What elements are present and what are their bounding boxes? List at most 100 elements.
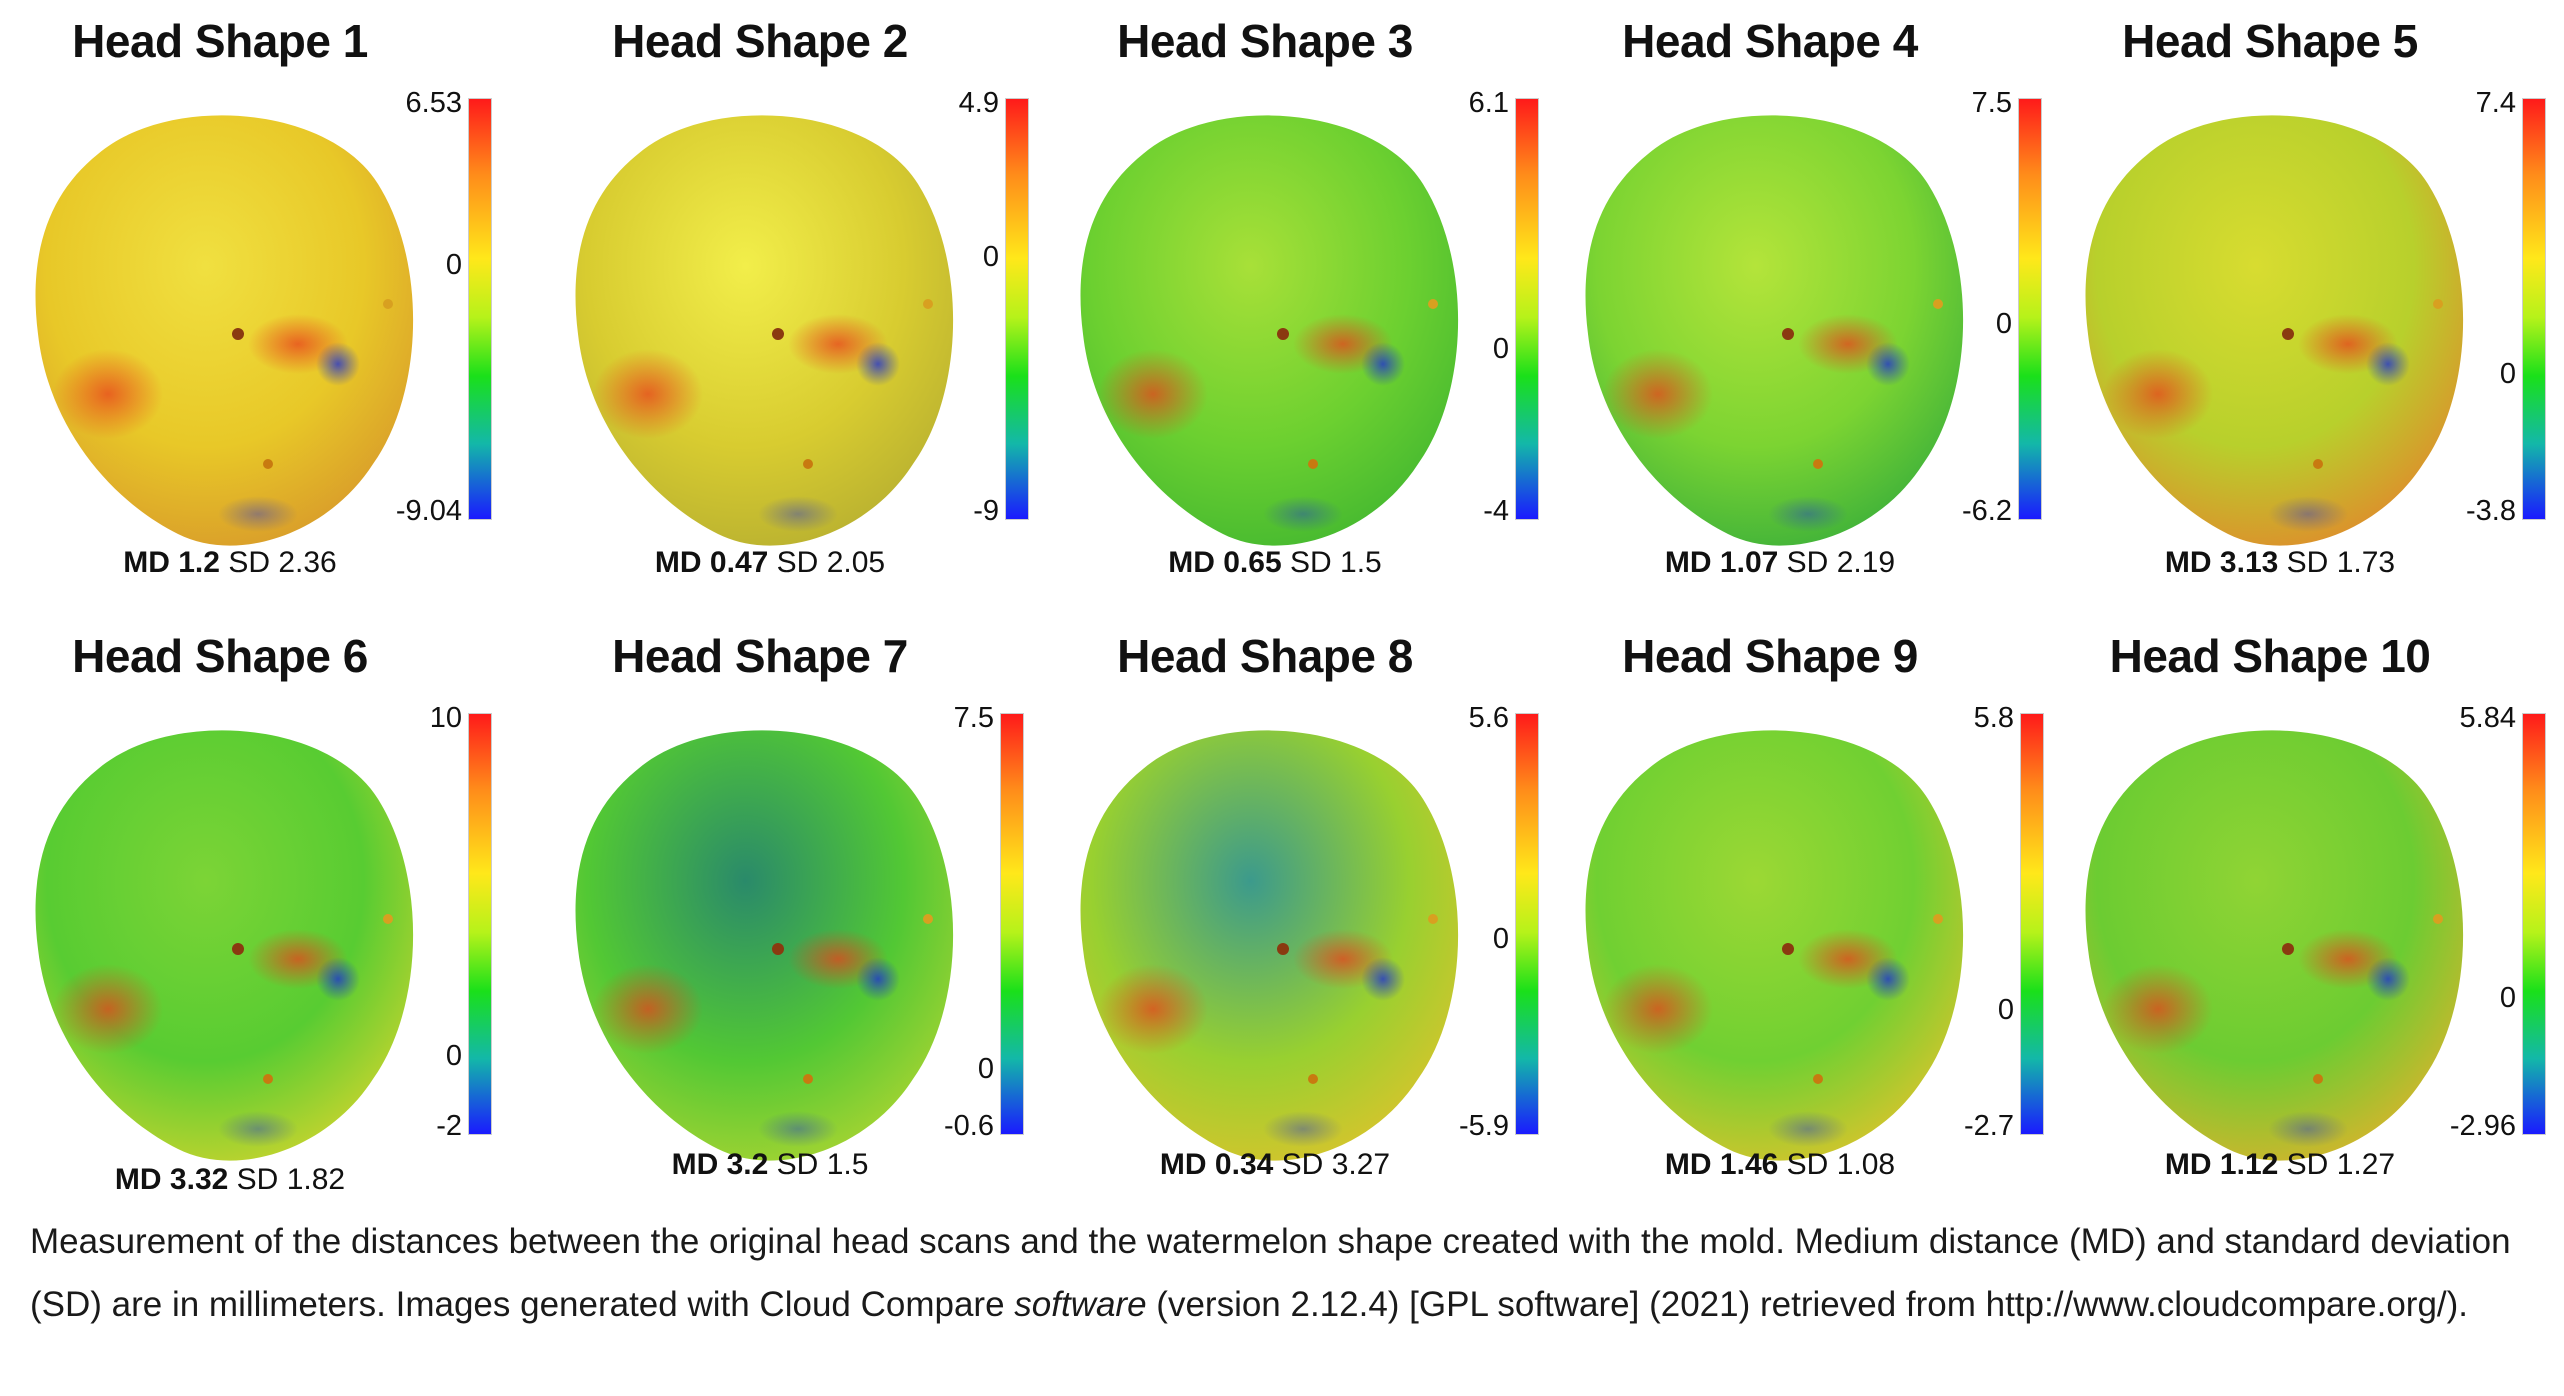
colorbar-zero-label: 0 xyxy=(2499,981,2516,1014)
colorbar-zero-label: 0 xyxy=(1997,994,2014,1027)
head-shape-panel: Head Shape 9 5.8 0 -2.7 MD 1.46 SD 1.08 xyxy=(1560,623,2065,1208)
colorbar xyxy=(2018,98,2042,520)
md-label: MD xyxy=(123,546,170,579)
head-shape-panel: Head Shape 10 5.84 0 -2.96 MD 1.12 SD 1.27 xyxy=(2060,623,2564,1208)
colorbar-max-label: 6.1 xyxy=(1468,87,1509,119)
md-label: MD xyxy=(2164,1148,2212,1181)
sd-label: SD xyxy=(1786,1148,1829,1181)
md-value: 0.34 xyxy=(1214,1148,1274,1181)
colorbar xyxy=(2522,98,2546,520)
sd-label: SD xyxy=(1786,546,1829,579)
panel-title: Head Shape 7 xyxy=(612,630,908,682)
panel-title: Head Shape 2 xyxy=(612,15,908,67)
sd-label: SD xyxy=(228,546,270,579)
colorbar-max-label: 5.6 xyxy=(1468,702,1509,734)
panel-stats: MD 1.46 SD 1.08 xyxy=(1560,1148,2000,1182)
head-shape-panel: Head Shape 8 5.6 0 -5.9 MD 0.34 SD 3.27 xyxy=(1055,623,1560,1208)
caption-text-2: (version 2.12.4) [GPL software] (2021) r… xyxy=(1146,1285,2469,1324)
panel-title: Head Shape 10 xyxy=(2109,630,2431,682)
md-label: MD xyxy=(671,1148,719,1181)
md-label: MD xyxy=(1168,546,1215,579)
panel-stats: MD 1.2 SD 2.36 xyxy=(10,546,450,580)
head-heatmap-render xyxy=(1585,115,1964,546)
head-heatmap-render xyxy=(1585,730,1964,1161)
colorbar xyxy=(1515,98,1539,520)
colorbar xyxy=(468,98,492,520)
panel-stats: MD 3.2 SD 1.5 xyxy=(550,1148,990,1182)
sd-value: 2.05 xyxy=(826,546,886,579)
colorbar-max-label: 7.4 xyxy=(2475,87,2516,119)
panel-title: Head Shape 5 xyxy=(2122,15,2418,67)
colorbar xyxy=(2020,713,2044,1135)
colorbar-min-label: -2.7 xyxy=(1964,1110,2014,1142)
colorbar-min-label: -9 xyxy=(973,495,999,527)
colorbar-max-label: 10 xyxy=(429,702,462,734)
sd-label: SD xyxy=(776,1148,819,1181)
head-heatmap-render xyxy=(2085,115,2464,546)
md-label: MD xyxy=(2164,546,2212,579)
colorbar xyxy=(2522,713,2546,1135)
figure-caption: Measurement of the distances between the… xyxy=(30,1210,2520,1336)
colorbar-max-label: 5.8 xyxy=(1973,702,2014,734)
colorbar-zero-label: 0 xyxy=(2499,358,2516,391)
md-value: 3.2 xyxy=(726,1148,769,1181)
md-label: MD xyxy=(1664,546,1712,579)
caption-text-1: Measurement of the distances between the… xyxy=(30,1222,2511,1324)
colorbar-max-label: 4.9 xyxy=(958,87,999,119)
head-heatmap-render xyxy=(1080,730,1459,1161)
colorbar-min-label: -4 xyxy=(1483,495,1509,527)
colorbar-min-label: -0.6 xyxy=(944,1110,994,1142)
head-shape-panel: Head Shape 4 7.5 0 -6.2 MD 1.07 SD 2.19 xyxy=(1560,8,2065,593)
md-value: 0.65 xyxy=(1223,546,1282,579)
panel-stats: MD 0.47 SD 2.05 xyxy=(550,546,990,580)
sd-label: SD xyxy=(776,546,819,579)
md-value: 0.47 xyxy=(709,546,769,579)
head-heatmap-render xyxy=(35,730,414,1161)
panel-title: Head Shape 1 xyxy=(72,15,368,67)
colorbar-min-label: -3.8 xyxy=(2466,495,2516,527)
head-heatmap-render xyxy=(2085,730,2464,1161)
sd-value: 1.08 xyxy=(1836,1148,1896,1181)
panel-stats: MD 1.12 SD 1.27 xyxy=(2060,1148,2500,1182)
panel-title: Head Shape 4 xyxy=(1622,15,1918,67)
md-value: 1.46 xyxy=(1719,1148,1779,1181)
sd-label: SD xyxy=(1281,1148,1324,1181)
md-value: 1.12 xyxy=(2219,1148,2279,1181)
sd-label: SD xyxy=(1289,546,1332,579)
caption-italic-word: software xyxy=(1014,1285,1147,1324)
panel-stats: MD 1.07 SD 2.19 xyxy=(1560,546,2000,580)
md-value: 1.2 xyxy=(178,546,220,579)
md-label: MD xyxy=(114,1163,162,1196)
panel-title: Head Shape 8 xyxy=(1117,630,1413,682)
colorbar-zero-label: 0 xyxy=(445,249,462,281)
panel-title: Head Shape 6 xyxy=(72,630,368,682)
colorbar-min-label: -2 xyxy=(436,1110,462,1142)
md-label: MD xyxy=(1159,1148,1207,1181)
colorbar xyxy=(1000,713,1024,1135)
sd-value: 1.5 xyxy=(1340,546,1382,579)
sd-label: SD xyxy=(2286,1148,2329,1181)
colorbar-max-label: 6.53 xyxy=(405,87,462,119)
sd-value: 1.5 xyxy=(826,1148,869,1181)
head-shape-panel: Head Shape 1 6.53 0 -9.04 MD 1.2 SD 2.36 xyxy=(10,8,515,593)
colorbar-zero-label: 0 xyxy=(445,1040,462,1073)
sd-value: 2.19 xyxy=(1836,546,1896,579)
panel-stats: MD 0.65 SD 1.5 xyxy=(1055,546,1495,580)
head-heatmap-render xyxy=(575,730,954,1161)
sd-value: 1.82 xyxy=(286,1163,346,1196)
panel-title: Head Shape 9 xyxy=(1622,630,1918,682)
colorbar-zero-label: 0 xyxy=(1995,307,2012,340)
md-label: MD xyxy=(1664,1148,1712,1181)
colorbar xyxy=(468,713,492,1135)
colorbar-min-label: -2.96 xyxy=(2449,1110,2516,1142)
colorbar-max-label: 5.84 xyxy=(2459,702,2516,734)
panel-stats: MD 0.34 SD 3.27 xyxy=(1055,1148,1495,1182)
md-value: 3.13 xyxy=(2219,546,2279,579)
colorbar-min-label: -6.2 xyxy=(1962,495,2012,527)
head-shape-panel: Head Shape 7 7.5 0 -0.6 MD 3.2 SD 1.5 xyxy=(550,623,1055,1208)
head-shape-panel: Head Shape 2 4.9 0 -9 MD 0.47 SD 2.05 xyxy=(550,8,1055,593)
colorbar-zero-label: 0 xyxy=(1492,922,1509,955)
panel-stats: MD 3.13 SD 1.73 xyxy=(2060,546,2500,580)
colorbar-max-label: 7.5 xyxy=(953,702,994,734)
